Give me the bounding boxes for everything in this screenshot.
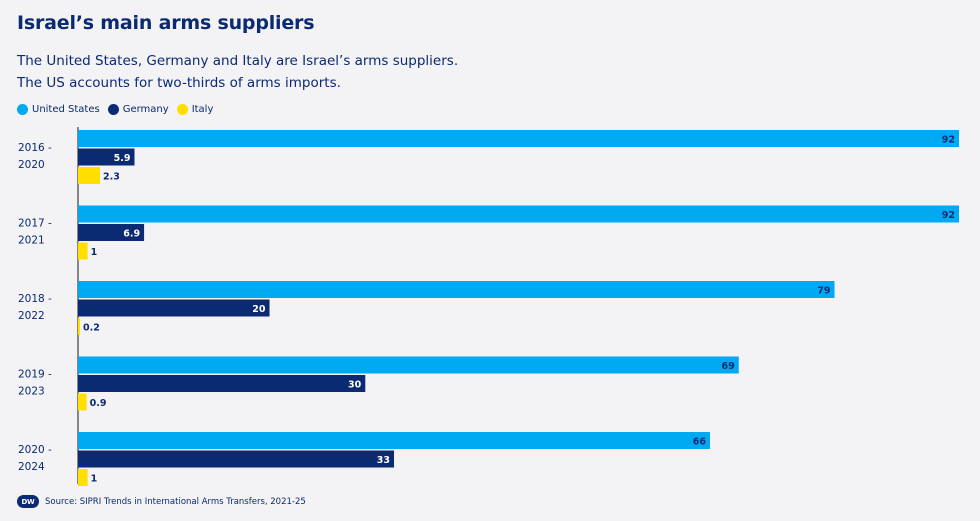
bar-united-states bbox=[78, 205, 959, 223]
dw-logo: DW bbox=[17, 495, 39, 508]
bar-italy bbox=[78, 167, 101, 184]
legend-swatch-italy bbox=[176, 104, 188, 115]
bar-germany bbox=[78, 299, 270, 317]
category-label: 2024 bbox=[18, 461, 45, 473]
data-label-germany: 6.9 bbox=[123, 229, 140, 240]
bar-germany bbox=[78, 224, 145, 241]
source-note: Source: SIPRI Trends in International Ar… bbox=[45, 496, 306, 507]
data-label-italy: 0.2 bbox=[83, 323, 100, 334]
legend-item-italy: Italy bbox=[176, 104, 214, 115]
subtitle-line-1: The United States, Germany and Italy are… bbox=[17, 53, 459, 69]
bar-germany bbox=[78, 148, 135, 166]
bar-united-states bbox=[78, 281, 835, 298]
category-label: 2019 - bbox=[18, 369, 52, 381]
data-label-germany: 33 bbox=[377, 455, 390, 466]
bar-united-states bbox=[78, 130, 959, 147]
data-label-germany: 20 bbox=[252, 304, 266, 315]
category-label: 2020 bbox=[18, 159, 45, 171]
subtitle-line-2: The US accounts for two-thirds of arms i… bbox=[17, 75, 341, 91]
legend-label-germany: Germany bbox=[122, 104, 169, 115]
chart-legend: United States Germany Italy bbox=[17, 104, 221, 115]
category-label: 2022 bbox=[18, 310, 45, 322]
legend-item-germany: Germany bbox=[107, 104, 169, 115]
legend-swatch-germany bbox=[107, 104, 119, 115]
data-label-united-states: 69 bbox=[722, 361, 735, 372]
legend-item-united-states: United States bbox=[17, 104, 100, 115]
bar-italy bbox=[78, 242, 88, 260]
data-label-germany: 30 bbox=[348, 380, 362, 391]
data-label-united-states: 79 bbox=[817, 286, 830, 297]
category-label: 2016 - bbox=[18, 142, 52, 154]
legend-label-united-states: United States bbox=[32, 104, 100, 115]
bar-united-states bbox=[78, 356, 739, 374]
bar-united-states bbox=[78, 432, 711, 449]
chart-footer: DW Source: SIPRI Trends in International… bbox=[17, 495, 306, 508]
chart-title: Israel’s main arms suppliers bbox=[17, 12, 315, 34]
data-label-united-states: 92 bbox=[942, 210, 955, 221]
category-label: 2020 - bbox=[18, 444, 52, 456]
bar-italy bbox=[78, 393, 87, 411]
bar-italy bbox=[78, 318, 80, 335]
data-label-italy: 1 bbox=[91, 474, 98, 485]
bar-italy bbox=[78, 469, 88, 486]
data-label-italy: 0.9 bbox=[90, 398, 107, 409]
category-label: 2021 bbox=[18, 235, 45, 247]
data-label-united-states: 66 bbox=[693, 437, 707, 448]
chart-subtitle: The United States, Germany and Italy are… bbox=[17, 50, 458, 94]
data-label-germany: 5.9 bbox=[114, 153, 131, 164]
bar-germany bbox=[78, 450, 395, 468]
category-label: 2018 - bbox=[18, 293, 52, 305]
legend-swatch-united-states bbox=[17, 104, 28, 115]
data-label-italy: 1 bbox=[91, 247, 98, 258]
data-label-united-states: 92 bbox=[942, 135, 955, 146]
category-label: 2017 - bbox=[18, 218, 52, 230]
legend-label-italy: Italy bbox=[191, 104, 214, 115]
category-label: 2023 bbox=[18, 386, 45, 398]
bar-germany bbox=[78, 375, 366, 392]
data-label-italy: 2.3 bbox=[103, 172, 120, 183]
